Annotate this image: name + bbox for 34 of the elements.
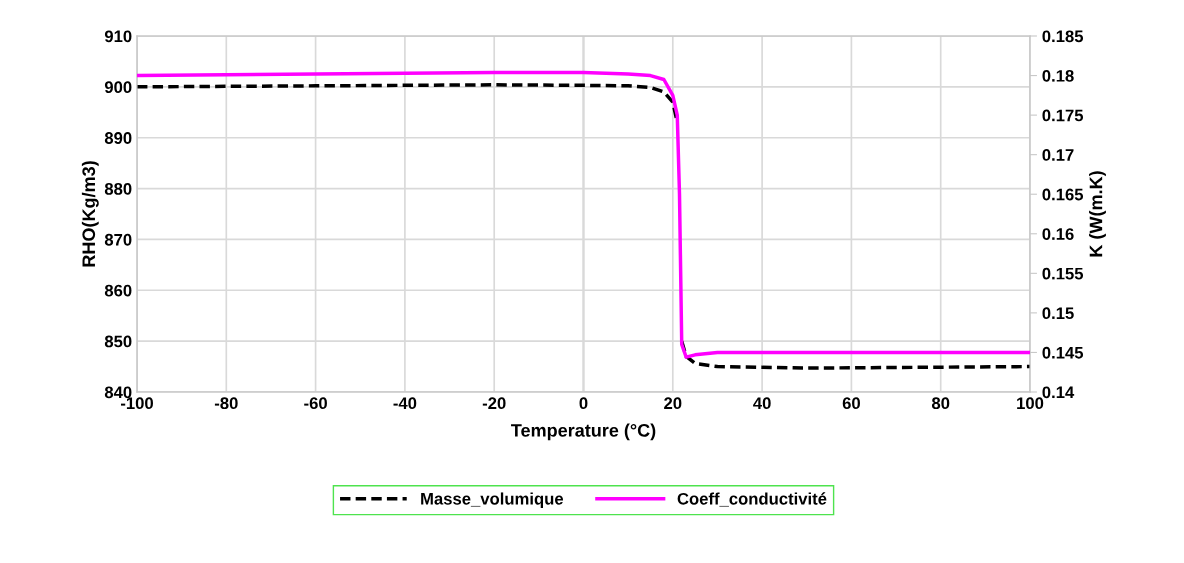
x-tick-label: -40 [393,397,417,410]
y2-axis-title: K (W(m.K) [1089,171,1106,257]
y2-tick-label: 0.16 [1042,228,1074,240]
x-tick-label: 80 [931,397,950,410]
x-tick-label: 40 [753,397,771,410]
y2-tick-label: 0.165 [1042,188,1084,201]
legend-label: Masse_volumique [421,492,564,508]
y2-tick-label: 0.15 [1042,307,1074,320]
y-tick-label: 850 [104,335,132,348]
legend-label: Coeff_conductivité [677,492,827,507]
y-tick-label: 880 [104,182,132,195]
y2-tick-label: 0.155 [1042,267,1084,280]
x-tick-label: -100 [120,397,153,410]
x-axis-title: Temperature (°C) [511,423,656,441]
y-tick-label: 870 [104,233,132,246]
y-tick-label: 900 [104,81,132,94]
y2-tick-label: 0.17 [1042,149,1074,161]
y2-tick-label: 0.145 [1042,346,1084,359]
x-tick-label: 100 [1017,397,1044,410]
x-tick-label: 0 [579,397,588,410]
y-tick-label: 860 [104,284,132,297]
y2-tick-label: 0.185 [1042,30,1084,43]
y2-tick-label: 0.18 [1042,69,1074,82]
x-tick-label: 20 [664,397,682,410]
y2-tick-label: 0.14 [1042,386,1075,399]
x-tick-label: -80 [214,397,238,410]
y-tick-label: 910 [104,30,132,43]
x-tick-label: -20 [482,397,506,410]
y2-tick-label: 0.175 [1042,109,1084,122]
y-tick-label: 840 [104,386,132,399]
x-tick-label: 60 [842,397,860,410]
y-axis-title: RHO(Kg/m3) [81,161,99,267]
y-tick-label: 890 [104,132,132,144]
x-tick-label: -60 [304,397,327,410]
